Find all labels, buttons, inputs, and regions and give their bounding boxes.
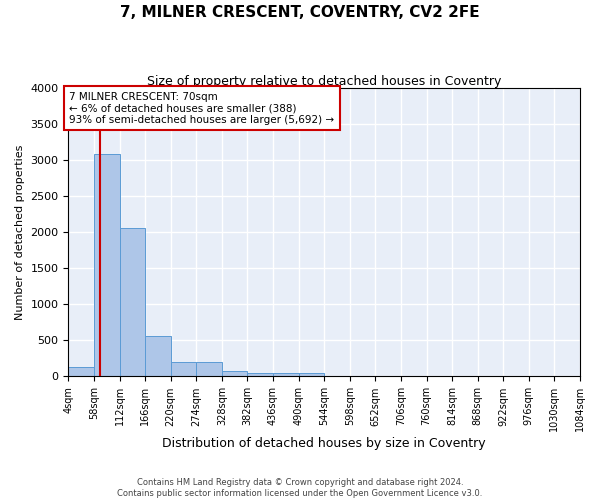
X-axis label: Distribution of detached houses by size in Coventry: Distribution of detached houses by size … <box>163 437 486 450</box>
Bar <box>119 228 145 376</box>
Text: 7 MILNER CRESCENT: 70sqm
← 6% of detached houses are smaller (388)
93% of semi-d: 7 MILNER CRESCENT: 70sqm ← 6% of detache… <box>70 92 334 125</box>
Text: 7, MILNER CRESCENT, COVENTRY, CV2 2FE: 7, MILNER CRESCENT, COVENTRY, CV2 2FE <box>120 5 480 20</box>
Bar <box>196 362 222 376</box>
Bar <box>273 372 299 376</box>
Bar <box>299 373 324 376</box>
Bar <box>68 367 94 376</box>
Title: Size of property relative to detached houses in Coventry: Size of property relative to detached ho… <box>147 75 502 88</box>
Y-axis label: Number of detached properties: Number of detached properties <box>15 144 25 320</box>
Bar <box>94 154 119 376</box>
Bar <box>247 372 273 376</box>
Bar <box>145 336 171 376</box>
Bar <box>222 371 247 376</box>
Text: Contains HM Land Registry data © Crown copyright and database right 2024.
Contai: Contains HM Land Registry data © Crown c… <box>118 478 482 498</box>
Bar <box>171 362 196 376</box>
